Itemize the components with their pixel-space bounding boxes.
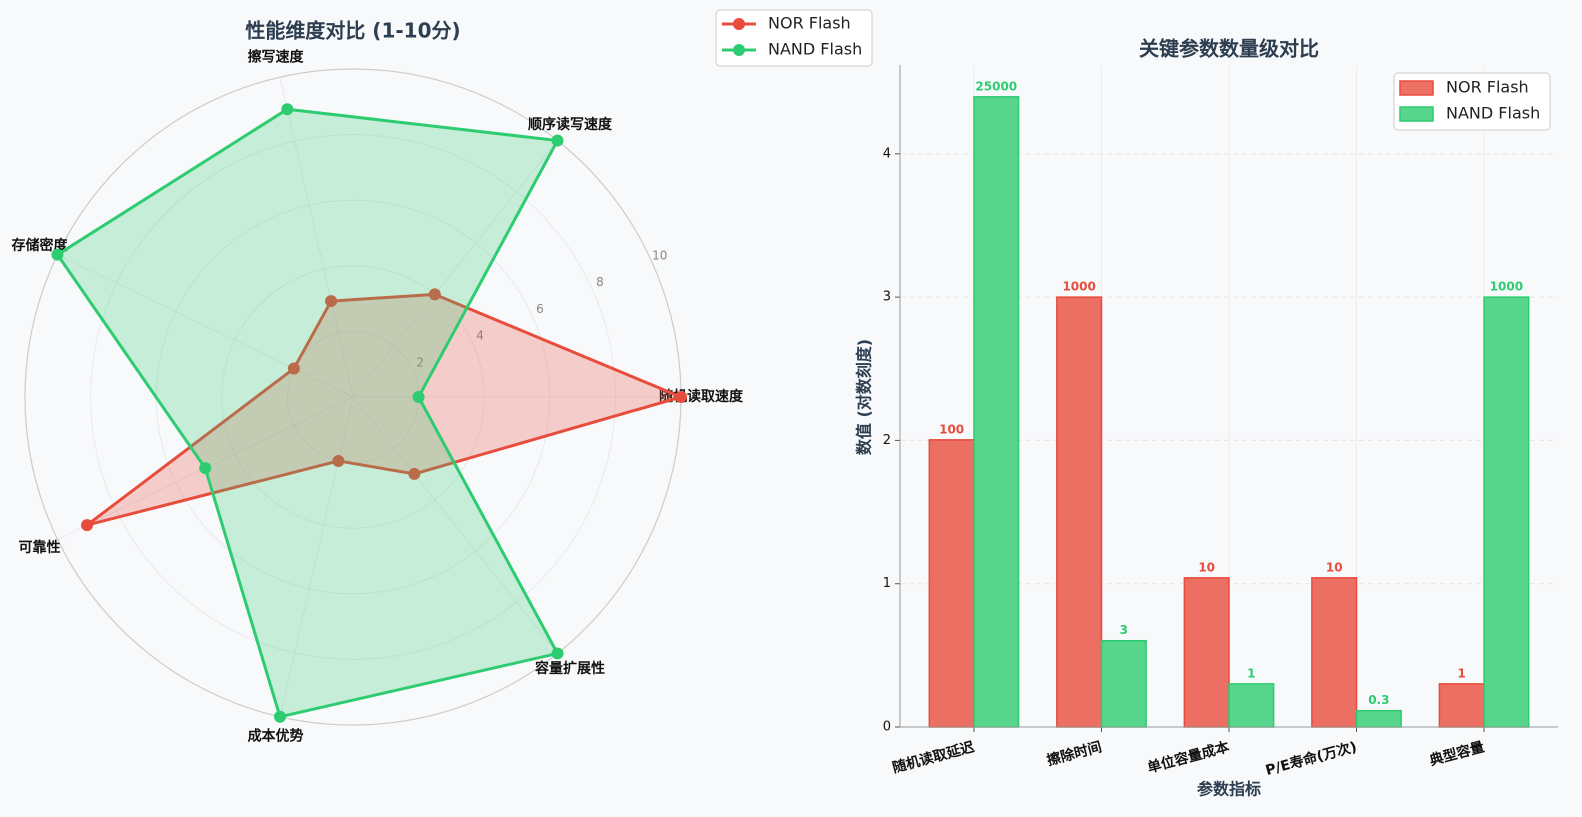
legend-label: NAND Flash xyxy=(768,40,862,59)
spoke xyxy=(57,254,354,398)
radar-point xyxy=(332,454,345,467)
legend-marker xyxy=(733,18,745,30)
category-label: 成本优势 xyxy=(248,727,304,744)
bar xyxy=(1438,683,1485,728)
legend-marker xyxy=(733,44,745,56)
value-label: 3 xyxy=(1120,623,1128,637)
radar-point xyxy=(551,134,564,147)
spoke xyxy=(279,77,354,398)
radar-point xyxy=(81,519,94,532)
y-tick-label: 3 xyxy=(883,290,891,305)
y-tick-label: 0 xyxy=(883,720,891,735)
radar-area xyxy=(55,107,560,719)
radial-tick-label: 6 xyxy=(536,302,544,316)
legend-label: NAND Flash xyxy=(1446,104,1540,123)
value-label: 1000 xyxy=(1062,280,1095,294)
y-tick-label: 1 xyxy=(883,576,891,591)
value-label: 1000 xyxy=(1490,280,1523,294)
radar-point xyxy=(51,248,64,261)
bar xyxy=(1355,709,1402,728)
category-label: 容量扩展性 xyxy=(534,660,605,677)
category-label: 顺序读写速度 xyxy=(528,116,613,133)
bar xyxy=(1228,683,1275,728)
radar-point xyxy=(428,288,441,301)
category-label: 擦写速度 xyxy=(248,49,305,66)
bar xyxy=(1056,296,1103,728)
radial-tick-label: 10 xyxy=(652,248,667,262)
radial-tick-label: 8 xyxy=(596,275,604,289)
radar-point xyxy=(325,295,338,308)
radar-point xyxy=(412,391,425,403)
value-label: 1 xyxy=(1458,666,1466,680)
legend-label: NOR Flash xyxy=(768,14,851,33)
bar xyxy=(1183,577,1230,728)
legend-label: NOR Flash xyxy=(1446,78,1529,97)
radar-point xyxy=(408,467,421,480)
y-axis-label: 数值 (对数刻度) xyxy=(855,339,874,455)
spoke xyxy=(352,396,558,654)
value-label: 25000 xyxy=(975,79,1017,93)
spoke xyxy=(279,396,354,717)
radar-point xyxy=(199,462,212,475)
value-label: 10 xyxy=(1198,560,1215,574)
radial-tick-label: 2 xyxy=(416,355,424,369)
bar xyxy=(1100,639,1147,728)
bar-title: 关键参数数量级对比 xyxy=(1139,37,1319,61)
legend-patch xyxy=(1399,106,1434,122)
y-tick-label: 4 xyxy=(883,146,891,161)
value-label: 1 xyxy=(1247,666,1255,680)
legend-patch xyxy=(1399,80,1434,96)
bar xyxy=(973,96,1020,728)
radar-point xyxy=(281,103,294,116)
category-label: 可靠性 xyxy=(18,539,60,556)
bar xyxy=(928,439,975,728)
value-label: 100 xyxy=(939,422,964,436)
bar xyxy=(1483,296,1530,728)
radar-point xyxy=(287,362,300,375)
spoke xyxy=(352,140,558,398)
value-label: 10 xyxy=(1326,560,1343,574)
value-label: 0.3 xyxy=(1368,693,1389,707)
radar-point xyxy=(675,391,687,403)
radial-tick-label: 4 xyxy=(476,329,484,343)
bar xyxy=(1311,577,1358,728)
radar-title: 性能维度对比 (1-10分) xyxy=(245,19,460,43)
x-axis-label: 参数指标 xyxy=(1197,780,1261,799)
y-tick-label: 2 xyxy=(883,433,891,448)
radar-point xyxy=(274,710,287,723)
radar-point xyxy=(551,647,564,660)
